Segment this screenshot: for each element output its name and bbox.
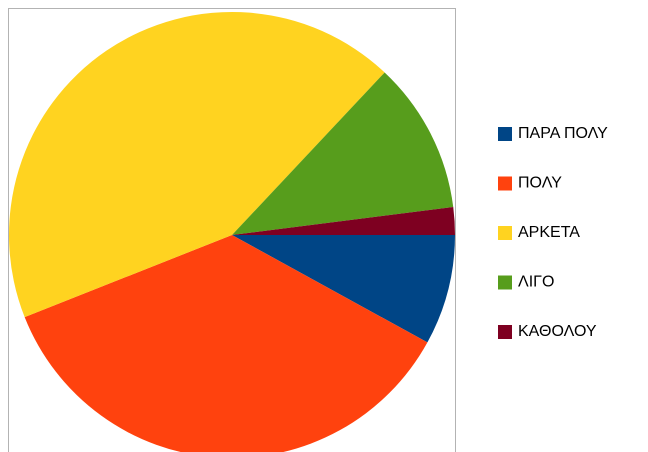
pie-slice [24,235,428,452]
legend-label: ΚΑΘΟΛΟΥ [518,323,597,340]
plot-frame [8,8,456,452]
pie-slice [232,72,454,235]
pie-slice [8,11,385,318]
pie-slice [232,235,455,343]
legend: ΠΑΡΑ ΠΟΛΥ ΠΟΛΥ ΑΡΚΕΤΑ ΛΙΓΟ ΚΑΘΟΛΟΥ [498,125,608,340]
legend-label: ΠΟΛΥ [518,175,562,192]
pie-slice [232,207,455,235]
legend-swatch [498,325,512,339]
pie [8,11,455,452]
legend-label: ΑΡΚΕΤΑ [518,224,580,241]
legend-swatch [498,226,512,240]
legend-label: ΠΑΡΑ ΠΟΛΥ [518,125,608,142]
legend-label: ΛΙΓΟ [518,274,554,291]
legend-swatch [498,127,512,141]
legend-swatch [498,176,512,191]
legend-swatch [498,275,512,290]
